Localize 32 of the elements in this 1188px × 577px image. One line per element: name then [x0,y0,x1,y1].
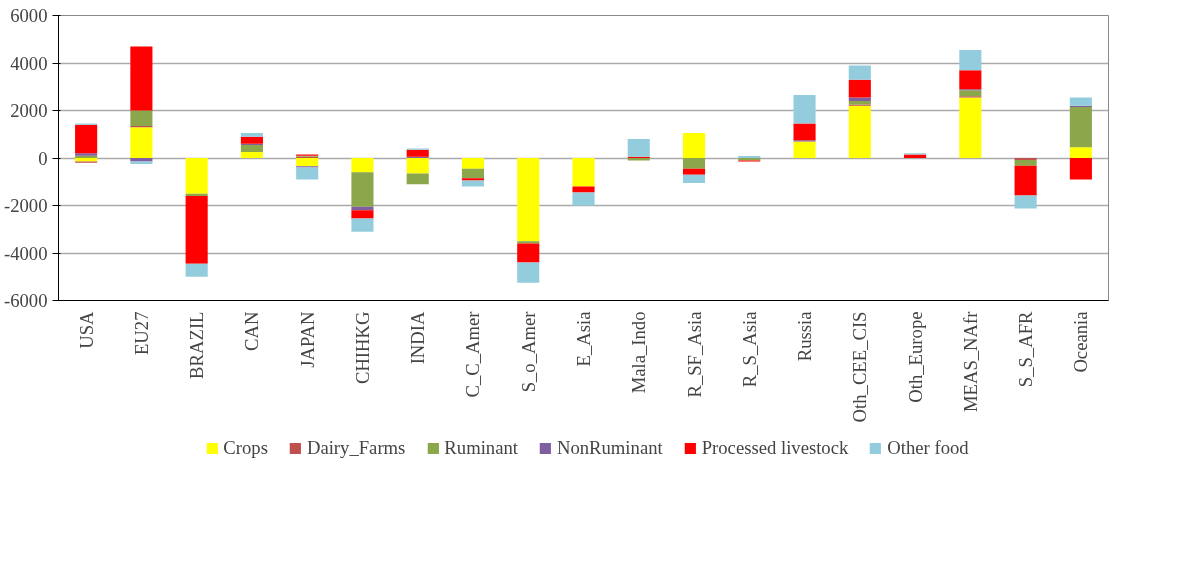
x-tick-label: E_Asia [573,310,594,367]
x-tick-label: R_S_Asia [738,310,760,388]
x-tick-label: BRAZIL [186,311,208,379]
y-tick-label: -2000 [3,195,48,216]
x-tick-label: Oth_CEE_CIS [849,311,871,423]
y-tick-label: 2000 [10,100,48,121]
x-tick-label: Oceania [1070,310,1092,373]
x-tick-label: Oth_Europe [904,311,926,403]
x-tick-label: USA [75,310,97,349]
legend-label: Ruminant [444,436,518,459]
legend-label: Crops [223,436,268,459]
x-tick-label: Russia [794,310,816,362]
x-tick-label: EU27 [130,311,152,356]
y-tick-label: 4000 [10,52,48,74]
y-tick-label: 6000 [10,5,48,26]
x-tick-label: R_SF_Asia [683,310,705,398]
x-tick-label: INDIA [407,310,429,365]
x-tick-label: S_o_Amer [517,310,539,393]
x-tick-label: JAPAN [296,310,318,368]
legend-label: NonRuminant [556,436,663,459]
y-tick-label: -6000 [3,290,48,311]
y-tick-label: -4000 [3,242,48,264]
legend-label: Other food [887,436,969,459]
y-tick-label: 0 [38,147,48,169]
x-tick-label: C_C_Amer [462,310,484,398]
x-tick-label: S_S_AFR [1015,310,1037,388]
x-tick-label: CHIHKG [351,311,373,385]
x-tick-label: CAN [241,310,263,351]
x-tick-label: MEAS_NAfr [959,310,981,413]
legend-label: Processed livestock [701,436,849,459]
legend-label: Dairy_Farms [306,436,406,459]
x-tick-label: Mala_Indo [628,311,650,394]
